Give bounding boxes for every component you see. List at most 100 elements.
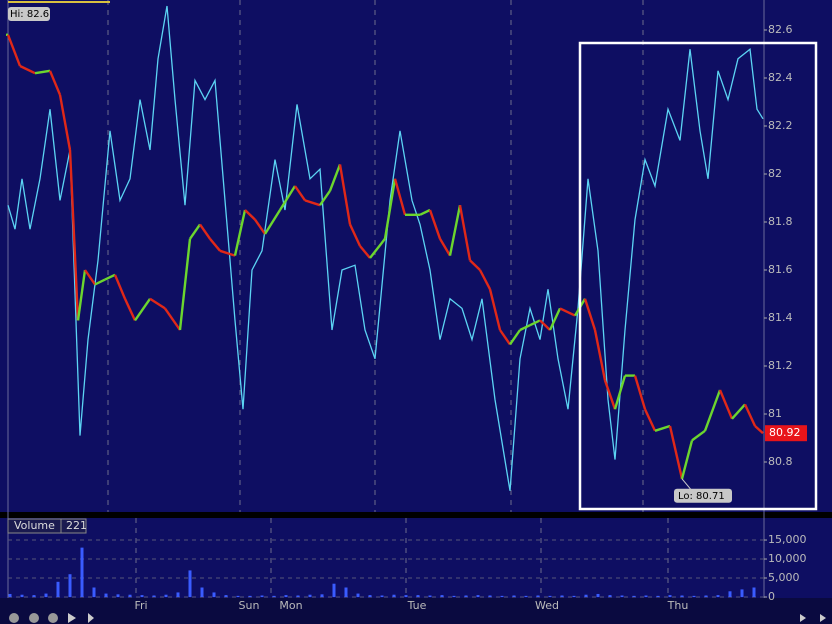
y-tick-label: 81.8 bbox=[768, 215, 793, 228]
price-segment bbox=[34, 69, 51, 75]
price-segment bbox=[134, 298, 151, 322]
volume-value: 221 bbox=[66, 519, 87, 532]
hi-box bbox=[8, 7, 50, 21]
x-tick-label: Sun bbox=[239, 599, 260, 612]
x-tick-label: Wed bbox=[535, 599, 559, 612]
scroll-button[interactable] bbox=[820, 614, 826, 622]
volume-bar bbox=[140, 595, 144, 597]
last-price-label: 80.92 bbox=[769, 426, 801, 439]
volume-bar bbox=[548, 595, 552, 597]
y-tick-label: 82.6 bbox=[768, 23, 793, 36]
volume-bar bbox=[176, 592, 180, 597]
price-segment bbox=[519, 324, 531, 332]
x-tick-label: Tue bbox=[407, 599, 427, 612]
price-segment bbox=[254, 218, 266, 235]
volume-bar bbox=[368, 595, 372, 597]
price-segment bbox=[219, 249, 236, 257]
y-tick-label: 81 bbox=[768, 407, 782, 420]
price-segment bbox=[199, 223, 211, 240]
highlight-box bbox=[578, 41, 818, 511]
volume-bar bbox=[116, 594, 120, 597]
price-segment bbox=[338, 164, 352, 225]
volume-bar bbox=[356, 593, 360, 597]
volume-bar bbox=[728, 591, 732, 597]
volume-bar bbox=[488, 595, 492, 597]
lo-box bbox=[674, 488, 732, 503]
volume-bar bbox=[80, 547, 84, 597]
volume-bar bbox=[656, 595, 660, 597]
price-segment bbox=[643, 408, 657, 432]
y-tick-label: 82.4 bbox=[768, 71, 793, 84]
price-segment bbox=[113, 274, 127, 300]
volume-bar bbox=[704, 595, 708, 597]
volume-bar bbox=[752, 587, 756, 597]
volume-bar bbox=[608, 595, 612, 597]
volume-bar bbox=[152, 595, 156, 597]
y-tick-label: 82 bbox=[768, 167, 782, 180]
price-segment bbox=[603, 380, 617, 410]
price-segment bbox=[58, 94, 72, 151]
volume-bar bbox=[56, 581, 60, 597]
volume-bar bbox=[500, 595, 504, 597]
tool-button[interactable] bbox=[68, 613, 76, 623]
price-segment bbox=[583, 298, 597, 331]
volume-bar bbox=[572, 595, 576, 597]
hi-label: Hi: 82.6 bbox=[10, 9, 49, 20]
price-segment bbox=[294, 185, 306, 202]
price-segment bbox=[743, 403, 757, 427]
price-segment bbox=[593, 329, 607, 381]
volume-header bbox=[7, 518, 87, 534]
price-segment bbox=[348, 223, 362, 247]
price-segment bbox=[448, 204, 462, 256]
volume-bar bbox=[416, 595, 420, 597]
price-segment bbox=[393, 178, 407, 216]
price-segment bbox=[754, 425, 764, 435]
price-segment bbox=[438, 238, 452, 257]
volume-bar bbox=[392, 594, 396, 597]
price-segment bbox=[703, 389, 722, 432]
volume-bar bbox=[668, 595, 672, 597]
price-segment bbox=[244, 209, 256, 221]
tool-button[interactable] bbox=[29, 613, 39, 623]
x-tick-label: Fri bbox=[134, 599, 147, 612]
volume-bar bbox=[440, 595, 444, 597]
scroll-button[interactable] bbox=[800, 614, 806, 622]
volume-bar bbox=[404, 595, 408, 597]
volume-bar bbox=[692, 595, 696, 597]
tool-button[interactable] bbox=[9, 613, 19, 623]
y-tick-label: 15,000 bbox=[768, 533, 807, 546]
volume-bar bbox=[236, 595, 240, 597]
price-segment bbox=[278, 185, 297, 211]
price-segment bbox=[76, 269, 87, 321]
price-segment bbox=[189, 223, 201, 240]
price-segment bbox=[559, 307, 576, 317]
tool-button[interactable] bbox=[88, 613, 94, 623]
volume-bar bbox=[680, 595, 684, 597]
volume-bar bbox=[560, 595, 564, 597]
volume-bar bbox=[164, 594, 168, 597]
price-segment bbox=[383, 178, 397, 239]
volume-bar bbox=[476, 595, 480, 597]
volume-title: Volume bbox=[14, 519, 55, 532]
price-segment bbox=[668, 425, 684, 480]
volume-bar bbox=[512, 595, 516, 597]
volume-bar bbox=[104, 593, 108, 597]
price-segment bbox=[718, 389, 734, 420]
price-segment bbox=[509, 329, 521, 346]
price-segment bbox=[149, 297, 166, 310]
price-segment bbox=[48, 70, 62, 96]
volume-bar bbox=[212, 592, 216, 597]
toolbar[interactable] bbox=[9, 613, 826, 623]
y-tick-label: 82.2 bbox=[768, 119, 793, 132]
price-segment bbox=[458, 204, 472, 261]
price-segment bbox=[731, 403, 746, 420]
price-segment bbox=[499, 329, 511, 346]
volume-bar bbox=[284, 595, 288, 597]
volume-bar bbox=[344, 587, 348, 597]
price-segment bbox=[84, 269, 96, 286]
price-segment bbox=[654, 424, 671, 432]
x-axis-strip bbox=[0, 598, 832, 624]
volume-bar bbox=[92, 587, 96, 597]
tool-button[interactable] bbox=[48, 613, 58, 623]
